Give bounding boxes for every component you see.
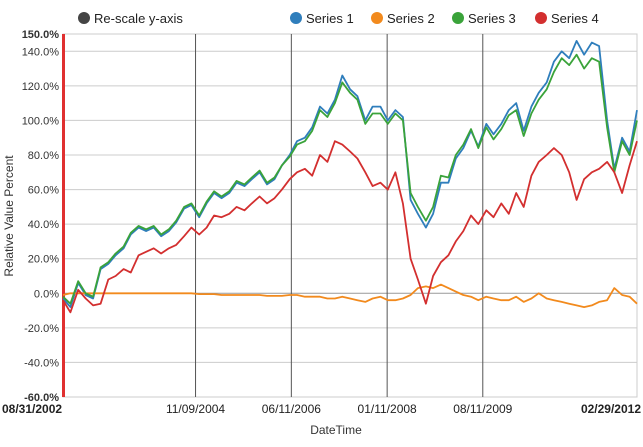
x-tick-label: 11/09/2004	[166, 402, 225, 416]
y-tick-label: 20.0%	[28, 254, 59, 266]
legend-label[interactable]: Series 2	[387, 11, 435, 26]
series-layer	[62, 40, 638, 314]
y-tick-label: 80.0%	[28, 150, 59, 162]
legend-dot-icon[interactable]	[452, 12, 464, 24]
legend-label[interactable]: Series 4	[551, 11, 599, 26]
y-tick-label: 150.0%	[22, 29, 60, 41]
series-1-line	[62, 40, 638, 309]
range-start-handle[interactable]	[62, 34, 65, 397]
legend-item-series-2[interactable]: Series 2	[371, 11, 435, 26]
legend-dot-icon[interactable]	[371, 12, 383, 24]
y-axis-label: Relative Value Percent	[2, 155, 16, 277]
axis-layer: -60.0% -40.0% -20.0% 0.0% 20.0% 40.0% 60.0% 80.…	[2, 29, 641, 416]
legend-dot-icon[interactable]	[535, 12, 547, 24]
series-2-line	[62, 283, 638, 309]
rescale-dot-icon[interactable]	[78, 12, 90, 24]
rescale-y-axis-toggle[interactable]: Re-scale y-axis	[78, 11, 183, 26]
legend-dot-icon[interactable]	[290, 12, 302, 24]
legend-item-series-4[interactable]: Series 4	[535, 11, 599, 26]
x-axis-label: DateTime	[310, 423, 362, 437]
series-3-line	[62, 53, 638, 305]
y-tick-label: 120.0%	[22, 81, 60, 93]
series-4-line	[62, 140, 638, 314]
x-tick-label: 06/11/2006	[262, 402, 321, 416]
legend-item-series-1[interactable]: Series 1	[290, 11, 354, 26]
x-tick-label: 08/11/2009	[453, 402, 512, 416]
legend-layer: Re-scale y-axis Series 1 Series 2 Series 3…	[78, 11, 599, 26]
y-tick-label: 60.0%	[28, 185, 59, 197]
legend-label[interactable]: Series 3	[468, 11, 516, 26]
y-tick-label: -40.0%	[24, 357, 59, 369]
legend-item-series-3[interactable]: Series 3	[452, 11, 516, 26]
legend-label[interactable]: Series 1	[306, 11, 354, 26]
x-tick-label: 01/11/2008	[358, 402, 417, 416]
x-tick-label: 02/29/2012	[581, 402, 641, 416]
y-tick-label: -20.0%	[24, 323, 59, 335]
y-tick-label: 100.0%	[22, 115, 60, 127]
y-tick-label: -60.0%	[24, 392, 59, 404]
x-tick-label: 08/31/2002	[2, 402, 62, 416]
y-tick-label: 140.0%	[22, 46, 60, 58]
rescale-label[interactable]: Re-scale y-axis	[94, 11, 183, 26]
y-tick-label: 0.0%	[34, 288, 59, 300]
y-tick-label: 40.0%	[28, 219, 59, 231]
